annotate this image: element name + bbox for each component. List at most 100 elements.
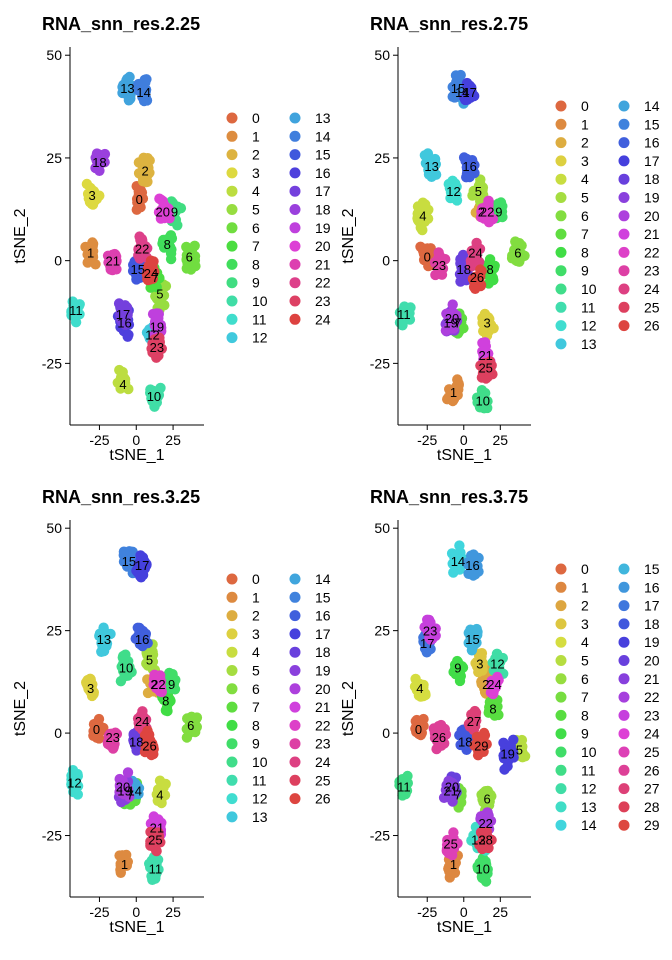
data-point [510, 236, 521, 247]
cluster-label-4: 4 [419, 208, 426, 223]
x-tick-label: 0 [460, 432, 468, 448]
legend-item-6: 6 [555, 671, 589, 687]
legend-label: 0 [252, 571, 260, 587]
legend-item-1: 1 [555, 579, 589, 595]
cluster-label-26: 26 [432, 730, 446, 745]
data-point [479, 402, 490, 414]
legend-label: 22 [644, 244, 660, 260]
legend-key [226, 313, 238, 325]
legend-item-10: 10 [555, 281, 597, 297]
legend-label: 9 [581, 263, 589, 279]
legend-key [618, 709, 630, 721]
data-point [480, 312, 491, 323]
y-tick-label: 50 [46, 47, 62, 63]
data-point [181, 732, 193, 743]
legend-label: 7 [252, 238, 260, 254]
legend-key [618, 746, 630, 758]
legend-label: 6 [581, 208, 589, 224]
legend-label: 8 [581, 707, 589, 723]
data-point [461, 153, 472, 165]
cluster-label-6: 6 [514, 245, 521, 260]
legend-item-15: 15 [618, 116, 660, 132]
y-axis-title: tSNE_2 [340, 208, 357, 263]
legend-label: 9 [252, 736, 260, 752]
legend-item-8: 8 [555, 707, 589, 723]
x-axis-title: tSNE_1 [109, 447, 164, 464]
legend-label: 6 [252, 220, 260, 236]
cluster-label-18: 18 [458, 734, 472, 749]
legend-key [289, 610, 301, 622]
cluster-label-20: 20 [445, 311, 459, 326]
legend-label: 1 [252, 589, 260, 605]
x-tick-label: -25 [417, 904, 437, 920]
legend-key [618, 783, 630, 795]
data-point [142, 153, 153, 164]
legend-key [618, 228, 630, 240]
legend-key [618, 210, 630, 222]
data-point [95, 157, 107, 168]
data-point [477, 346, 488, 357]
legend-item-15: 15 [289, 589, 331, 605]
legend-label: 4 [252, 644, 260, 660]
legend-key [618, 301, 630, 313]
legend-item-25: 25 [289, 772, 331, 788]
legend-key [289, 149, 301, 161]
legend-item-18: 18 [618, 171, 660, 187]
data-point [465, 163, 477, 175]
legend-key [555, 563, 567, 575]
legend-label: 8 [252, 717, 260, 733]
legend-item-26: 26 [618, 318, 660, 334]
cluster-label-11: 11 [397, 779, 411, 794]
legend-key [289, 240, 301, 252]
legend-label: 11 [581, 299, 596, 315]
cluster-label-1: 1 [450, 857, 457, 872]
legend-label: 14 [644, 98, 660, 114]
cluster-label-13: 13 [120, 81, 134, 96]
cluster-label-3: 3 [476, 656, 483, 671]
legend-label: 19 [315, 663, 331, 679]
legend-item-9: 9 [226, 736, 260, 752]
legend-label: 15 [315, 147, 331, 163]
data-point [136, 241, 147, 252]
legend-label: 17 [644, 153, 660, 169]
legend-key [289, 313, 301, 325]
data-point [435, 719, 447, 731]
legend-key [289, 277, 301, 289]
legend-key [555, 801, 567, 813]
legend-item-24: 24 [289, 754, 331, 770]
legend-label: 17 [644, 598, 660, 614]
cluster-label-17: 17 [462, 85, 476, 100]
legend-item-5: 5 [226, 202, 260, 218]
legend-item-9: 9 [555, 726, 589, 742]
cluster-label-29: 29 [474, 738, 488, 753]
cluster-label-13: 13 [97, 632, 111, 647]
x-axis-title: tSNE_1 [109, 919, 164, 936]
legend-key [555, 210, 567, 222]
cluster-label-3: 3 [484, 315, 491, 330]
data-point [454, 675, 466, 687]
legend-key [226, 628, 238, 640]
cluster-label-19: 19 [150, 319, 164, 334]
cluster-label-7: 7 [152, 270, 159, 285]
legend-item-0: 0 [226, 110, 260, 126]
y-tick-label: 0 [54, 253, 62, 269]
cluster-label-15: 15 [465, 632, 479, 647]
legend-label: 24 [315, 754, 331, 770]
legend-label: 4 [581, 634, 589, 650]
legend-key [618, 764, 630, 776]
legend-item-10: 10 [555, 744, 597, 760]
scatter-points [66, 71, 201, 412]
legend-key [555, 228, 567, 240]
data-point [499, 764, 510, 775]
chart-title: RNA_snn_res.2.25 [42, 14, 200, 34]
cluster-label-14: 14 [136, 85, 150, 100]
legend-item-19: 19 [618, 190, 660, 206]
legend-key [618, 246, 630, 258]
legend-key [289, 756, 301, 768]
cluster-label-8: 8 [489, 702, 496, 717]
cluster-label-16: 16 [135, 632, 149, 647]
cluster-label-0: 0 [93, 722, 100, 737]
cluster-label-23: 23 [432, 258, 446, 273]
legend-key [555, 265, 567, 277]
